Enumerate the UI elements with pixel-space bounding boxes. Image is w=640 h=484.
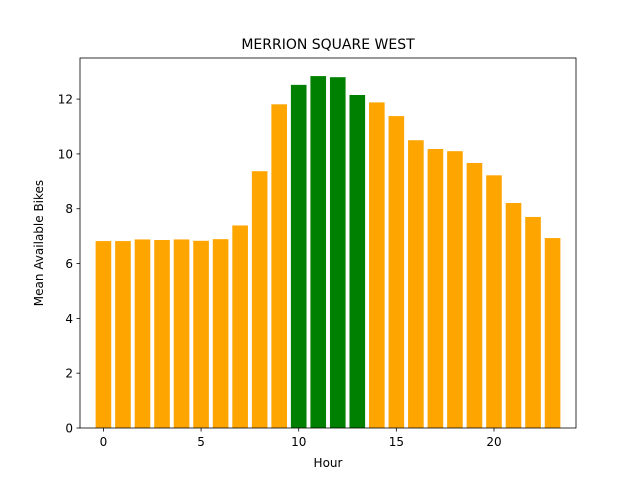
y-axis-ticks: 0 2 4 6 8 10 12 (58, 93, 80, 436)
x-axis-label: Hour (314, 456, 343, 470)
bar-hour-12 (329, 77, 346, 429)
bar-hour-0 (95, 241, 112, 428)
bar-hour-3 (154, 239, 170, 428)
bar-hour-15 (388, 116, 405, 429)
bar-hour-16 (408, 140, 424, 428)
plot-frame (79, 57, 577, 429)
bar-hour-2 (134, 239, 151, 428)
y-tick-label: 2 (65, 367, 73, 381)
bar-hour-1 (115, 241, 131, 428)
bar-hour-23 (544, 238, 561, 428)
bar-hour-14 (369, 102, 385, 429)
y-tick-label: 12 (58, 93, 73, 107)
bar-hour-7 (232, 225, 248, 428)
bar-hour-9 (271, 104, 287, 429)
bar-hour-19 (466, 162, 483, 428)
x-tick-label: 10 (291, 435, 306, 449)
y-tick-label: 0 (65, 422, 73, 436)
bar-hour-11 (310, 76, 327, 428)
bar-hour-18 (447, 151, 463, 428)
y-axis-label: Mean Available Bikes (32, 180, 46, 306)
y-tick-label: 6 (65, 257, 73, 271)
bar-hour-8 (251, 171, 268, 428)
y-tick-label: 4 (65, 312, 73, 326)
x-tick-label: 5 (197, 435, 205, 449)
bar-hour-21 (505, 202, 522, 428)
bars-group (95, 76, 561, 429)
x-tick-label: 15 (389, 435, 404, 449)
x-axis-ticks: 0 5 10 15 20 (100, 428, 502, 449)
bar-hour-17 (427, 148, 444, 428)
y-tick-label: 10 (58, 147, 73, 161)
bar-hour-10 (290, 84, 307, 429)
bar-hour-4 (173, 239, 190, 428)
x-tick-label: 20 (486, 435, 501, 449)
x-tick-label: 0 (100, 435, 108, 449)
bar-hour-13 (349, 95, 366, 428)
chart-title: MERRION SQUARE WEST (241, 37, 415, 53)
bar-hour-5 (193, 240, 209, 428)
bar-hour-22 (525, 216, 541, 428)
y-tick-label: 8 (65, 202, 73, 216)
bar-hour-20 (486, 175, 502, 428)
bar-hour-6 (212, 239, 229, 428)
